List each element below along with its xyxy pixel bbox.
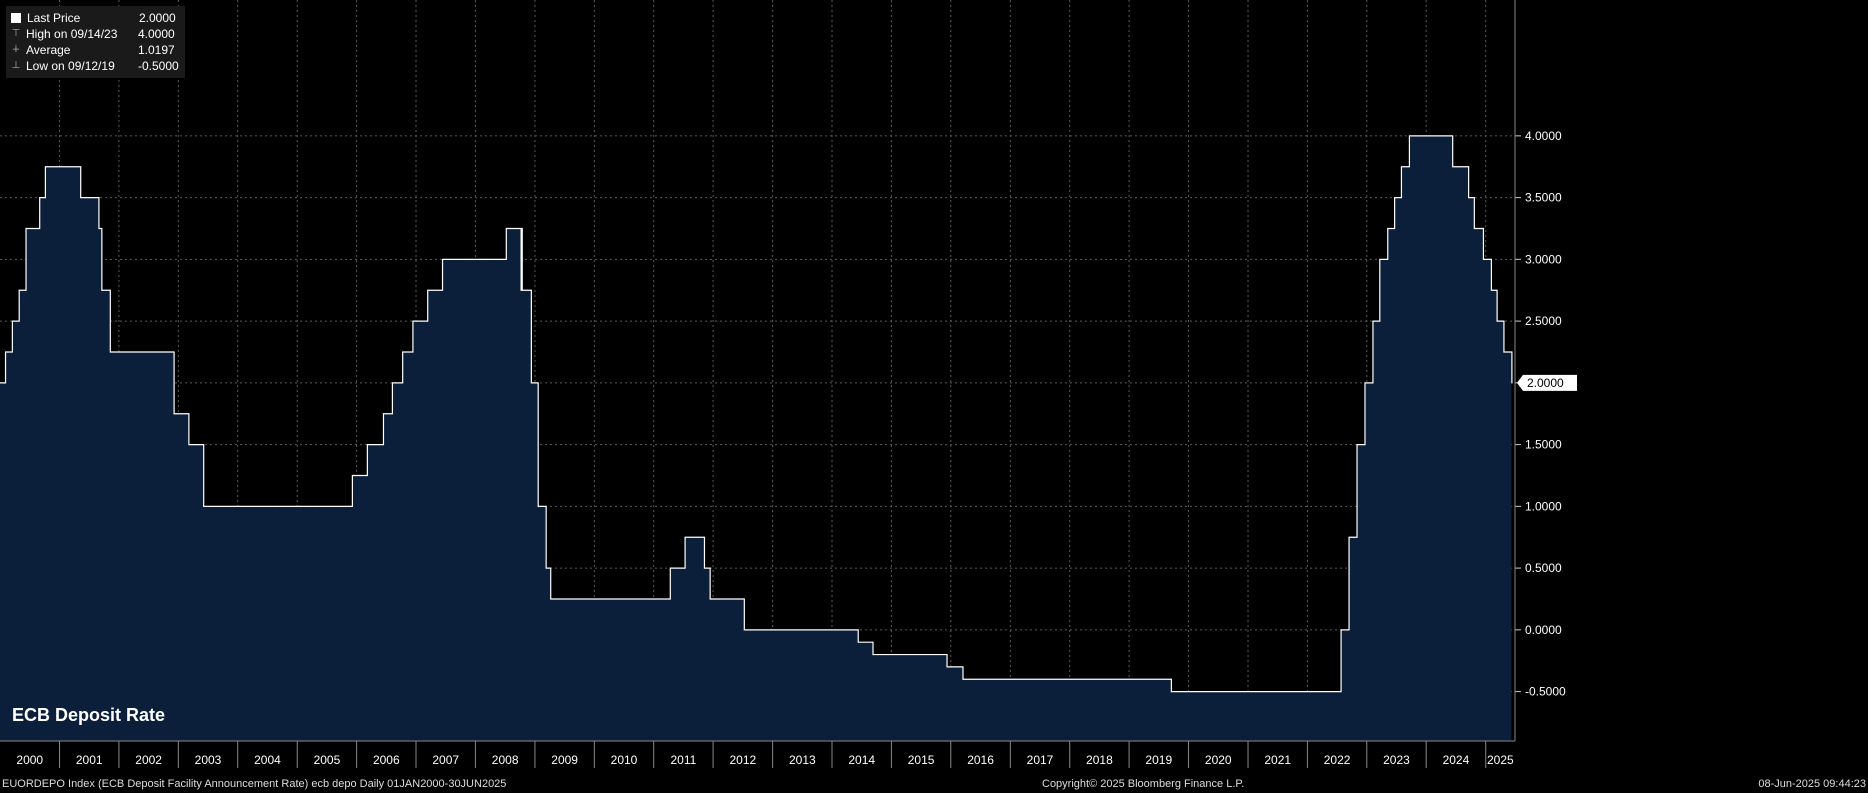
footer-copyright: Copyright© 2025 Bloomberg Finance L.P. [1042, 778, 1245, 790]
legend: Last Price 2.0000 ⊤ High on 09/14/23 4.0… [6, 6, 185, 78]
legend-item-low: ⊥ Low on 09/12/19 -0.5000 [11, 59, 179, 73]
legend-item-last-price: Last Price 2.0000 [10, 10, 179, 26]
x-tick-label: 2004 [254, 753, 281, 767]
y-tick-label: 1.0000 [1525, 499, 1562, 513]
x-tick-label: 2024 [1443, 753, 1470, 767]
x-tick-label: 2025 [1487, 753, 1514, 767]
x-tick-label: 2014 [848, 753, 875, 767]
average-marker-icon: ∔ [11, 44, 21, 55]
last-price-tag [1517, 374, 1577, 391]
y-tick-label: 3.0000 [1525, 252, 1562, 266]
rate-area-fill [0, 135, 1512, 742]
x-tick-label: 2011 [670, 753, 696, 767]
x-tick-label: 2022 [1324, 753, 1351, 767]
chart-title: ECB Deposit Rate [12, 705, 166, 725]
x-tick-label: 2001 [76, 753, 103, 767]
x-tick-label: 2009 [551, 753, 578, 767]
footer: EUORDEPO Index (ECB Deposit Facility Ann… [0, 778, 1868, 793]
y-axis: 4.0000 3.5000 3.0000 2.5000 2.0000 1.5000 1.00… [1514, 0, 1566, 741]
legend-item-average: ∔ Average 1.0197 [11, 43, 175, 57]
x-tick-label: 2021 [1264, 753, 1291, 767]
y-tick-label: -0.5000 [1525, 685, 1566, 699]
y-tick-label: 3.5000 [1525, 191, 1562, 205]
x-tick-label: 2015 [908, 753, 935, 767]
footer-series-info: EUORDEPO Index (ECB Deposit Facility Ann… [2, 778, 507, 790]
x-tick-label: 2017 [1027, 753, 1054, 767]
x-tick-label: 2020 [1205, 753, 1232, 767]
last-price-marker: 2.0000 [1517, 374, 1577, 391]
low-marker-icon: ⊥ [11, 60, 21, 71]
x-tick-label: 2007 [432, 753, 459, 767]
footer-timestamp: 08-Jun-2025 09:44:23 [1758, 778, 1866, 790]
x-tick-label: 2010 [611, 753, 638, 767]
legend-item-high: ⊤ High on 09/14/23 4.0000 [11, 27, 175, 41]
x-tick-label: 2018 [1086, 753, 1113, 767]
x-tick-label: 2016 [967, 753, 994, 767]
x-tick-label: 2023 [1383, 753, 1410, 767]
square-icon [11, 13, 21, 23]
x-tick-label: 2002 [135, 753, 162, 767]
x-tick-label: 2003 [195, 753, 222, 767]
x-tick-label: 2019 [1145, 753, 1172, 767]
x-axis: 2000 2001 2002 2003 2004 2005 2006 2007 2008 2009… [0, 740, 1515, 768]
x-tick-label: 2006 [373, 753, 400, 767]
x-tick-label: 2013 [789, 753, 816, 767]
y-tick-label: 0.0000 [1525, 623, 1562, 637]
y-tick-label: 0.5000 [1525, 561, 1562, 575]
x-tick-label: 2005 [314, 753, 341, 767]
last-price-label: 2.0000 [1527, 376, 1564, 390]
x-tick-label: 2000 [16, 753, 43, 767]
y-tick-label: 1.5000 [1525, 438, 1562, 452]
high-marker-icon: ⊤ [11, 28, 21, 39]
y-tick-label: 4.0000 [1525, 129, 1562, 143]
rate-step-line [0, 135, 1513, 693]
x-tick-label: 2012 [730, 753, 757, 767]
x-tick-label: 2008 [492, 753, 519, 767]
y-tick-label: 2.5000 [1525, 314, 1562, 328]
